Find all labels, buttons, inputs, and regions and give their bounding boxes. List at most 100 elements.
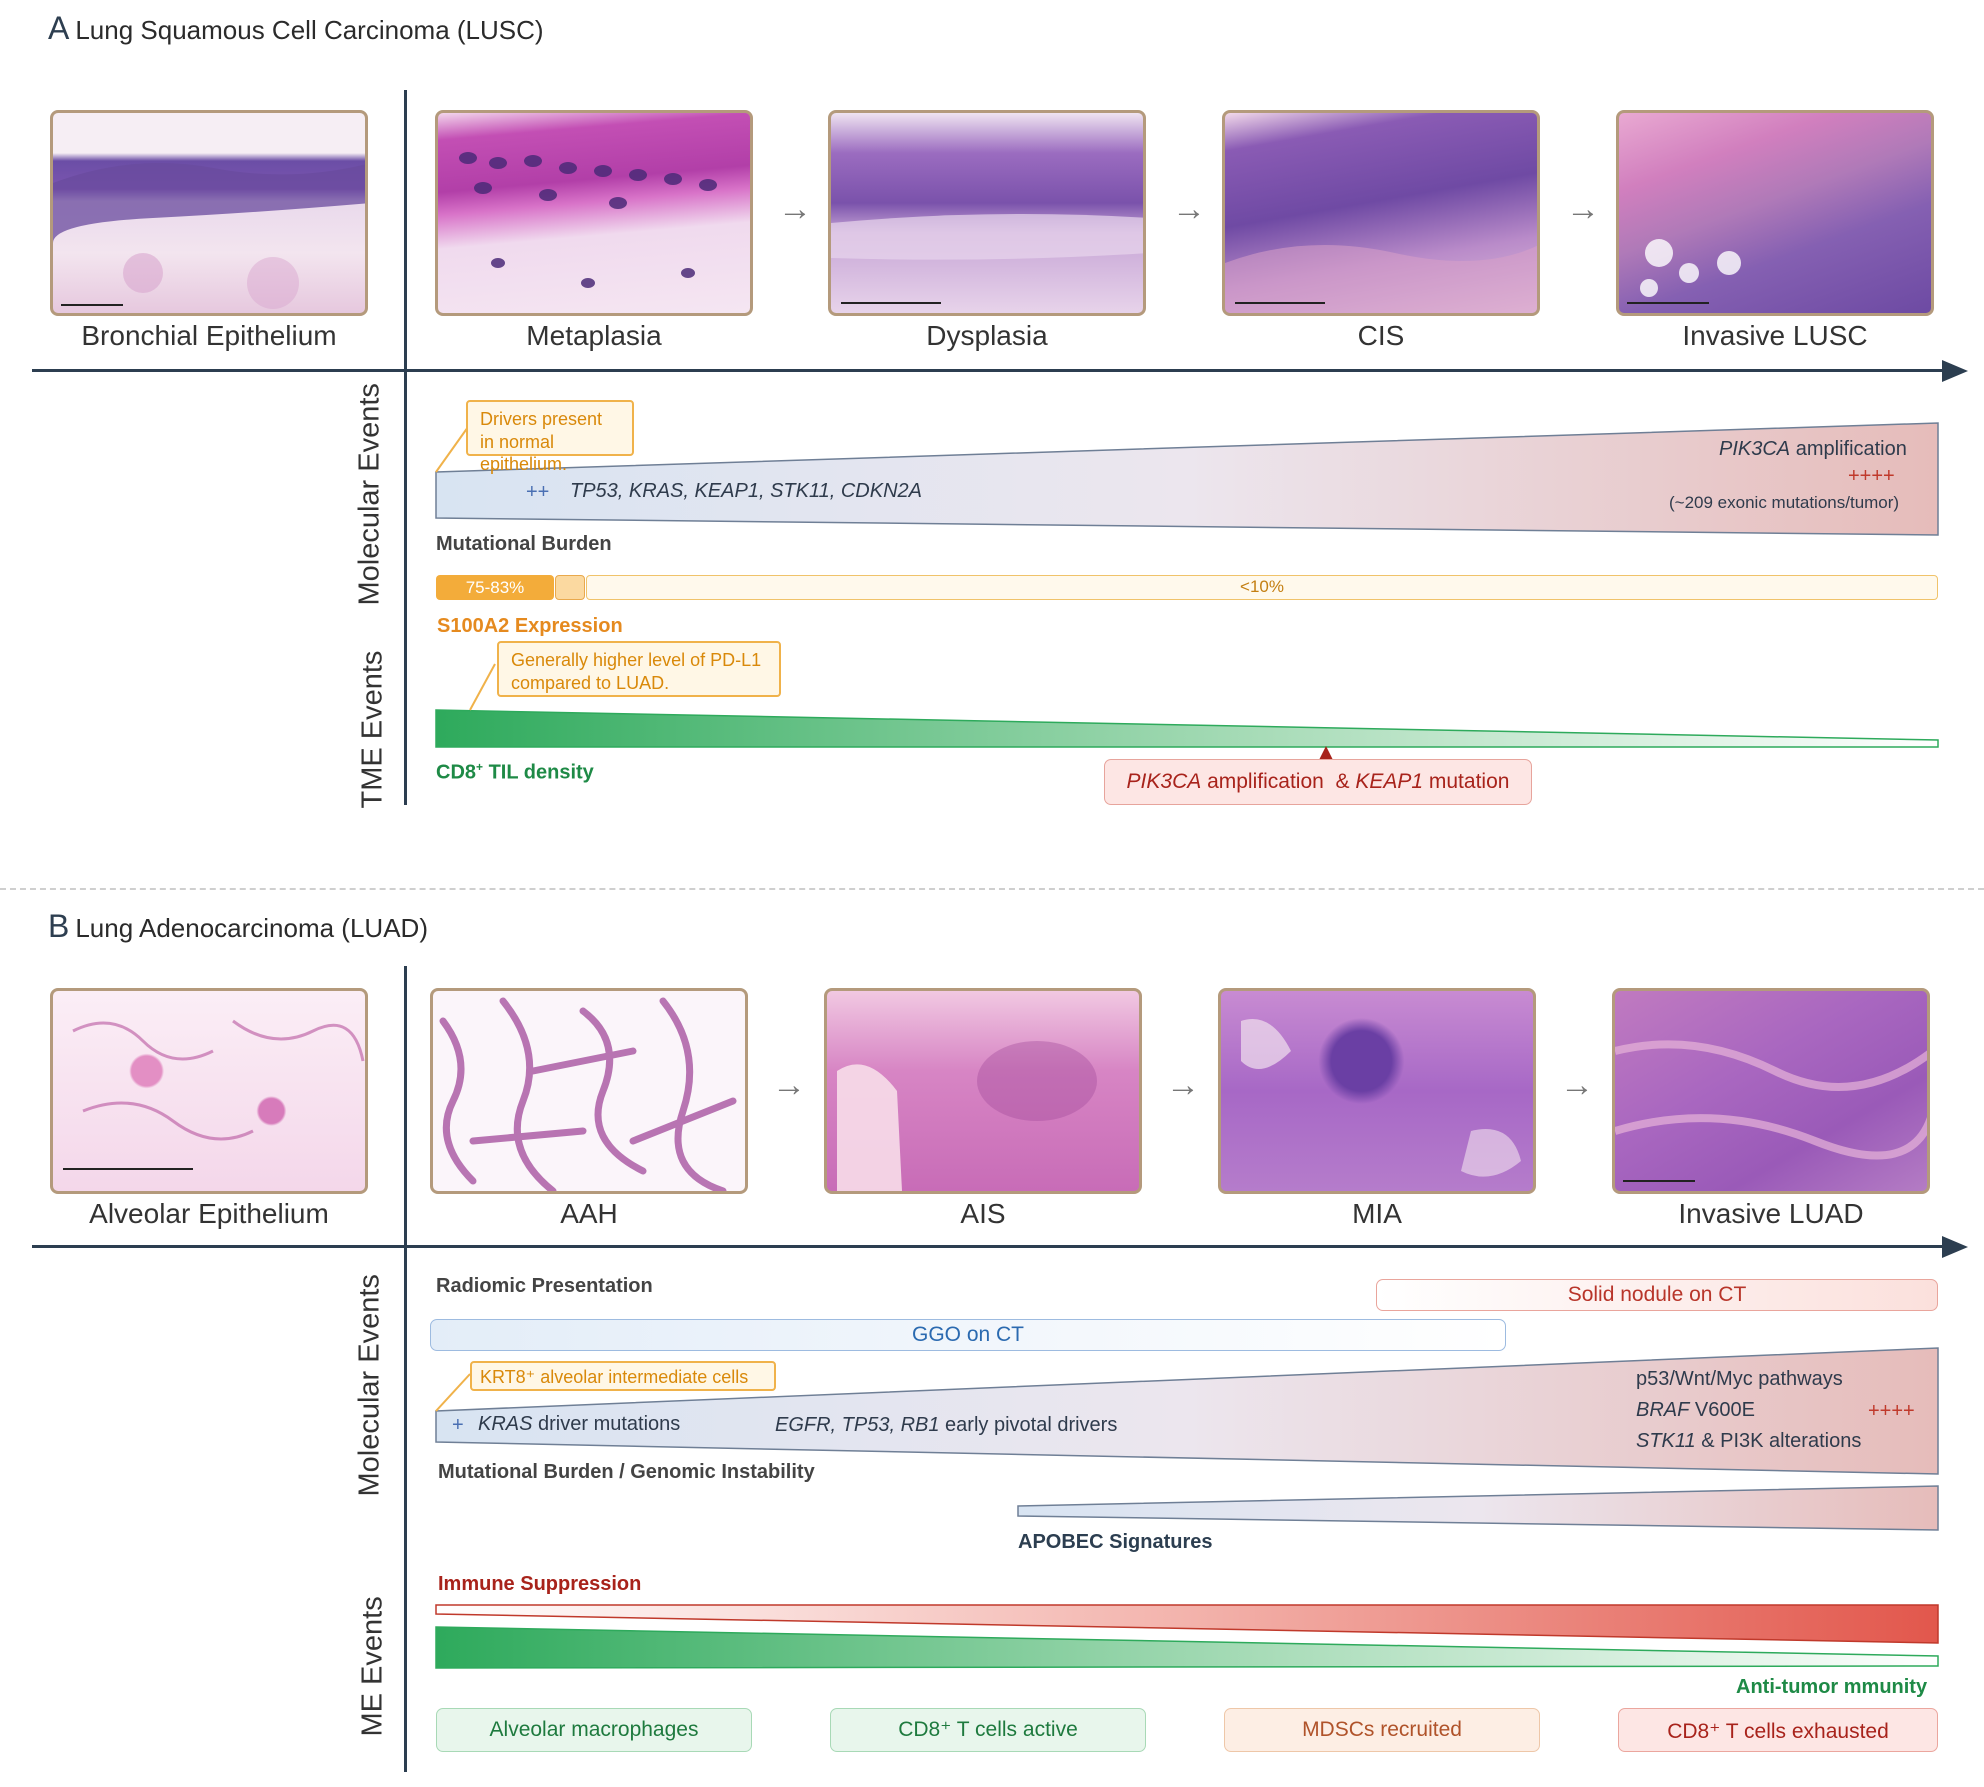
- panel-b-letter: B: [48, 908, 70, 944]
- amplification-text: amplification &: [1201, 770, 1356, 793]
- kras-gene: KRAS: [478, 1413, 533, 1435]
- panel-b-title: B Lung Adenocarcinoma (LUAD): [48, 908, 428, 945]
- panel-b-axis-arrowhead-icon: [1942, 1236, 1968, 1258]
- histology-invasive-luad: [1612, 988, 1930, 1194]
- anti-tumor-immunity-label: Anti-tumor mmunity: [1736, 1676, 1928, 1698]
- stage-label-mia: MIA: [1352, 1198, 1402, 1229]
- panel-a-axis-arrowhead-icon: [1942, 360, 1968, 382]
- panel-b-vertical-divider: [404, 966, 407, 1772]
- panel-a-exonic-mutations: (~209 exonic mutations/tumor): [1669, 493, 1900, 512]
- krt8-callout: KRT8⁺ alveolar intermediate cells: [470, 1361, 776, 1391]
- stage-label-aah: AAH: [560, 1198, 618, 1229]
- panel-b-mutational-burden-label: Mutational Burden / Genomic Instability: [438, 1461, 815, 1483]
- panel-a-title-text: Lung Squamous Cell Carcinoma (LUSC): [75, 15, 544, 45]
- histology-alveolar-epithelium: [50, 988, 368, 1194]
- panel-a-tme-events-label: TME Events: [356, 650, 389, 809]
- stage-label-invasive-lusc: Invasive LUSC: [1682, 320, 1868, 351]
- solid-nodule-box: Solid nodule on CT: [1376, 1279, 1938, 1311]
- cd8-text: CD8: [436, 761, 477, 784]
- cell-box-mdscs-recruited: MDSCs recruited: [1224, 1708, 1540, 1752]
- panel-a-time-axis: [32, 369, 1944, 372]
- histology-ais: [824, 988, 1142, 1194]
- s100a2-expression-label: S100A2 Expression: [437, 615, 623, 637]
- panel-a-pik3ca-amplification: PIK3CA amplification: [1719, 438, 1907, 461]
- histology-invasive-lusc: [1616, 110, 1934, 316]
- early-genes: EGFR, TP53, RB1: [775, 1414, 940, 1436]
- braf-gene: BRAF: [1636, 1399, 1690, 1421]
- pdl1-callout: Generally higher level of PD-L1 compared…: [497, 641, 781, 697]
- aah-histology-texture: [439, 997, 737, 1191]
- stage-label-dysplasia: Dysplasia: [926, 320, 1048, 351]
- ggo-box: GGO on CT: [430, 1319, 1506, 1351]
- pik3ca-gene-label: PIK3CA: [1126, 770, 1202, 793]
- stk11-suffix: & PI3K alterations: [1695, 1430, 1862, 1452]
- invasive-luad-histology-texture: [1615, 1040, 1927, 1182]
- panel-a-molecular-events-label: Molecular Events: [353, 383, 386, 606]
- panel-b-time-axis: [32, 1245, 1944, 1248]
- progression-arrow-icon: →: [1166, 1066, 1200, 1104]
- p53-wnt-myc-pathways: p53/Wnt/Myc pathways: [1636, 1368, 1843, 1390]
- cell-box-alveolar-macrophages: Alveolar macrophages: [436, 1708, 752, 1752]
- panel-a-mutational-burden-label: Mutational Burden: [436, 533, 612, 555]
- kras-driver-mutations: KRAS driver mutations: [478, 1413, 680, 1436]
- bronchial-histology-texture: [53, 163, 365, 309]
- dysplasia-histology-texture: [831, 214, 1143, 304]
- panel-b-driver-plus: +: [452, 1414, 464, 1436]
- s100a2-transition-bar: [555, 575, 585, 600]
- stage-label-ais: AIS: [960, 1198, 1006, 1229]
- panel-a-driver-plus: ++: [526, 481, 550, 503]
- progression-arrow-icon: →: [1172, 190, 1206, 228]
- panel-a-title: A Lung Squamous Cell Carcinoma (LUSC): [48, 10, 544, 47]
- ais-histology-texture: [837, 1041, 1097, 1191]
- panel-b-high-plus: ++++: [1868, 1400, 1915, 1422]
- progression-arrow-icon: →: [1566, 190, 1600, 228]
- cell-box-cd8-active: CD8⁺ T cells active: [830, 1708, 1146, 1752]
- alveolar-histology-texture: [63, 1019, 365, 1170]
- radiomic-presentation-label: Radiomic Presentation: [436, 1275, 653, 1297]
- histology-mia: [1218, 988, 1536, 1194]
- early-suffix: early pivotal drivers: [939, 1414, 1118, 1436]
- apobec-signatures-label: APOBEC Signatures: [1018, 1531, 1213, 1553]
- panel-a-driver-genes: TP53, KRAS, KEAP1, STK11, CDKN2A: [570, 480, 922, 502]
- stage-label-bronchial-epithelium: Bronchial Epithelium: [81, 320, 337, 351]
- immune-suppression-label: Immune Suppression: [438, 1573, 642, 1595]
- cd8-til-density-label: CD8+ TIL density: [436, 760, 594, 785]
- pik3ca-keap1-box: PIK3CA amplification & KEAP1 mutation: [1104, 759, 1532, 805]
- stage-label-alveolar-epithelium: Alveolar Epithelium: [89, 1198, 329, 1229]
- stk11-pi3k-alterations: STK11 & PI3K alterations: [1636, 1430, 1861, 1453]
- panel-b-title-text: Lung Adenocarcinoma (LUAD): [75, 913, 428, 943]
- cell-box-cd8-exhausted: CD8⁺ T cells exhausted: [1618, 1708, 1938, 1752]
- histology-aah: [430, 988, 748, 1194]
- histology-bronchial-epithelium: [50, 110, 368, 316]
- histology-cis: [1222, 110, 1540, 316]
- histology-metaplasia: [435, 110, 753, 316]
- braf-v600e: BRAF V600E: [1636, 1399, 1755, 1422]
- mia-histology-texture: [1241, 1019, 1521, 1177]
- braf-suffix: V600E: [1689, 1399, 1755, 1421]
- cd8-til-text: TIL density: [483, 761, 594, 784]
- pik3ca-gene: PIK3CA: [1719, 438, 1791, 460]
- panel-a-high-plus: ++++: [1848, 465, 1895, 487]
- invasive-lusc-histology-texture: [1627, 239, 1741, 304]
- histology-dysplasia: [828, 110, 1146, 316]
- kras-suffix: driver mutations: [532, 1413, 681, 1435]
- panel-b-molecular-events-label: Molecular Events: [353, 1274, 386, 1497]
- stage-label-invasive-luad: Invasive LUAD: [1678, 1198, 1864, 1229]
- s100a2-low-bar: <10%: [586, 575, 1938, 600]
- panel-a-driver-callout: Drivers present in normal epithelium.: [466, 400, 634, 474]
- metaplasia-histology-texture: [459, 152, 717, 288]
- stk11-gene: STK11: [1636, 1430, 1696, 1452]
- s100a2-high-bar: 75-83%: [436, 575, 554, 600]
- progression-arrow-icon: →: [778, 190, 812, 228]
- cis-histology-texture: [1225, 245, 1537, 313]
- panel-a-vertical-divider: [404, 90, 407, 805]
- panel-divider: [0, 888, 1984, 890]
- stage-label-metaplasia: Metaplasia: [526, 320, 662, 351]
- keap1-gene-label: KEAP1: [1355, 770, 1424, 793]
- pik3ca-suffix: amplification: [1790, 438, 1907, 460]
- panel-a-letter: A: [48, 10, 70, 46]
- early-pivotal-drivers: EGFR, TP53, RB1 early pivotal drivers: [775, 1414, 1117, 1437]
- panel-b-me-events-label: ME Events: [356, 1596, 389, 1737]
- cd8-sup: +: [476, 760, 484, 774]
- mutation-text: mutation: [1423, 770, 1510, 793]
